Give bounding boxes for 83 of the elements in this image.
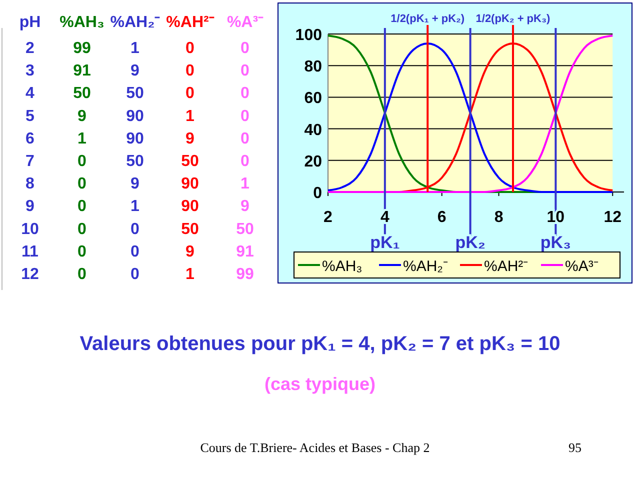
data-label: 91 [236,243,254,260]
data-label: 0 [240,62,250,80]
y-tick-label: 3 [26,62,35,80]
data-label: 0 [240,40,250,57]
legend-label: %AH²⁻ [484,258,528,275]
data-label: 0 [240,130,250,148]
ref-line-label: 1/2(pK₁ + pK₂) [390,13,465,25]
data-label: 50 [73,85,91,102]
text: Cours de T.Briere- Acides et Bases - Chap 2 [200,440,430,455]
y-tick-label: 10 [21,220,39,238]
data-label: 50 [236,220,254,238]
data-label: 0 [78,243,87,260]
data-label: 50 [181,220,199,238]
y-tick-label: 9 [26,198,35,216]
data-label: 90 [181,198,199,216]
y-tick-label: 0 [313,185,322,202]
text: (cas typique) [264,374,376,394]
text: Valeurs obtenues pour pK₁ = 4, pK₂ = 7 et pK₃ = 10 [80,333,560,355]
data-label: 0 [130,220,140,238]
data-label: 50 [181,153,199,170]
data-label: 90 [126,130,144,148]
y-tick-label: 2 [26,40,35,57]
data-label: 0 [240,153,250,170]
x-tick-label: %AH₂⁻ [110,14,161,31]
ref-line-label: pK₂ [455,233,486,252]
data-label: 90 [181,176,199,193]
y-tick-label: 8 [26,176,35,193]
data-label: 0 [240,85,250,102]
y-tick-label: 5 [26,108,35,125]
data-label: 50 [126,153,144,170]
data-label: 9 [78,108,87,125]
data-label: 1 [186,266,195,283]
data-label: 99 [236,266,254,283]
ref-line-label: pK₁ [370,233,400,252]
data-label: 0 [78,153,87,170]
data-label: 9 [130,176,140,193]
legend-label: %AH₂⁻ [403,258,448,275]
data-label: 0 [130,266,140,283]
y-tick-label: 80 [304,58,322,76]
y-tick-label: 20 [304,153,322,170]
y-axis-title: pH [19,14,41,31]
data-label: 0 [130,243,140,260]
data-label: 0 [78,176,87,193]
legend-label: %A³⁻ [565,258,598,275]
data-label: 1 [130,198,140,216]
data-label: 9 [186,243,195,260]
text: 95 [568,440,582,455]
ref-line-label: pK₃ [540,233,571,252]
legend-label: %AH₃ [322,258,362,275]
data-label: 1 [186,108,195,125]
y-tick-label: 40 [304,122,322,139]
data-label: 0 [78,220,87,238]
y-tick-label: 11 [22,243,39,260]
y-tick-label: 100 [295,27,322,44]
data-label: 0 [186,40,195,57]
data-label: 0 [186,85,195,102]
x-tick-label: 6 [437,209,446,226]
x-tick-label: 12 [604,209,622,226]
ref-line-label: 1/2(pK₂ + pK₃) [476,13,551,25]
data-label: 9 [130,62,140,80]
data-label: 0 [240,108,250,125]
data-label: 0 [78,198,87,216]
data-label: 0 [78,266,87,283]
data-label: 1 [130,40,140,57]
data-label: 9 [240,198,250,216]
y-tick-label: 60 [304,90,322,108]
x-tick-label: %AH₃ [60,14,104,31]
x-tick-label: 8 [494,209,504,226]
y-tick-label: 6 [26,130,35,148]
y-tick-label: 7 [26,153,35,170]
data-label: 9 [186,130,195,148]
y-tick-label: 4 [26,85,35,102]
data-label: 1 [240,176,250,193]
data-label: 91 [73,62,91,80]
data-label: 90 [126,108,144,125]
x-tick-label: %AH²⁻ [166,14,215,31]
data-label: 99 [73,40,91,57]
data-label: 0 [186,62,195,80]
data-label: 1 [78,130,87,148]
data-label: 50 [126,85,144,102]
x-tick-label: %A³⁻ [226,14,264,31]
y-tick-label: 12 [21,266,39,283]
x-tick-label: 2 [324,209,333,226]
